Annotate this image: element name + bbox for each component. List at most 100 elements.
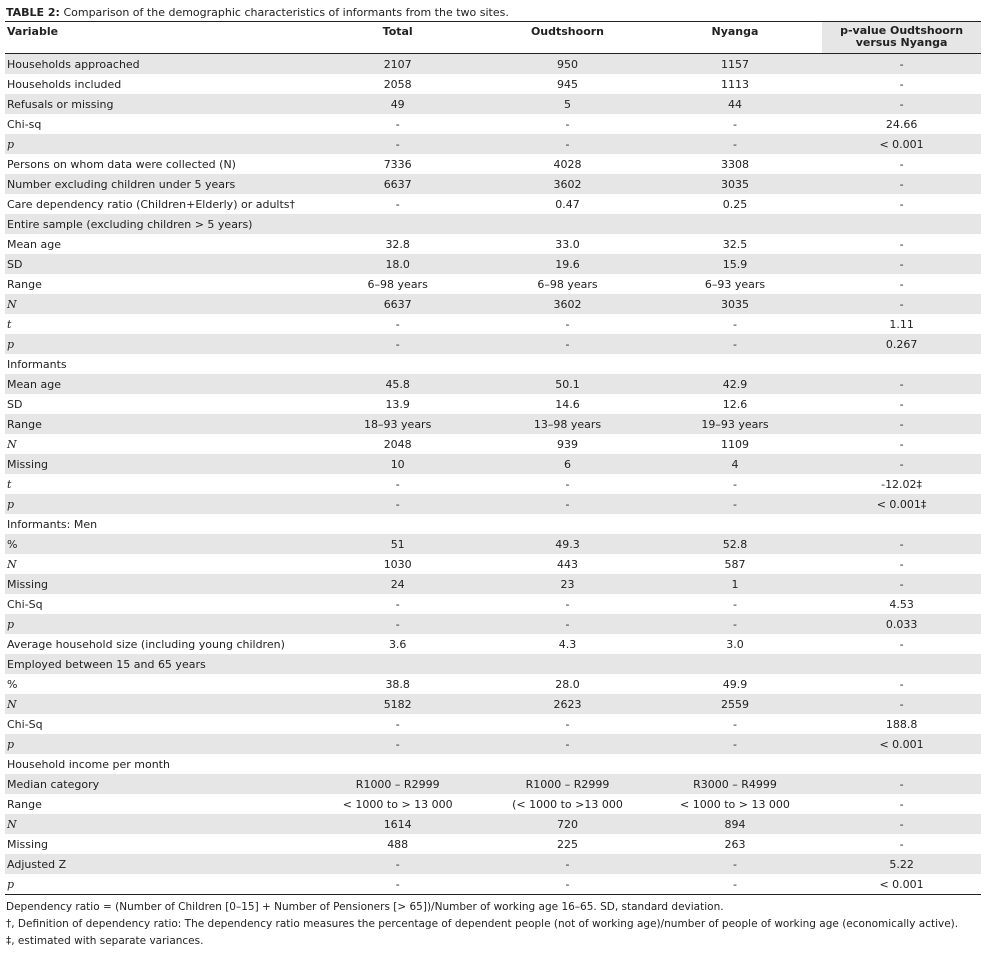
cell: 2623 — [487, 694, 648, 714]
cell: 15.9 — [647, 254, 823, 274]
cell: - — [899, 557, 904, 571]
section-label: Employed between 15 and 65 years — [5, 654, 981, 674]
cell: - — [395, 717, 400, 731]
row-label: p — [5, 494, 309, 514]
cell: - — [487, 334, 648, 354]
cell: - — [565, 117, 570, 131]
row-label: p — [5, 134, 309, 154]
table-row: N 1030 443 587 - — [5, 554, 981, 574]
table-row: Missing 10 6 4- — [5, 454, 981, 474]
row-label: % — [7, 677, 18, 691]
cell: - — [487, 854, 648, 874]
table-row: Employed between 15 and 65 years — [5, 654, 981, 674]
cell: < 0.001‡ — [822, 494, 981, 514]
cell: - — [308, 854, 488, 874]
table-row: Entire sample (excluding children > 5 ye… — [5, 214, 981, 234]
table: Variable Total Oudtshoorn Nyanga p-value Oud… — [5, 21, 981, 895]
cell: 6637 — [308, 174, 488, 194]
table-body: Households approached 2107 950 1157- Househo… — [5, 53, 981, 895]
table-row: N 1614 720 894- — [5, 814, 981, 834]
footnote: ‡, estimated with separate variances. — [6, 935, 204, 947]
cell: 720 — [487, 814, 648, 834]
section-label: Household income per month — [7, 757, 170, 771]
row-label: Average household size (including young … — [7, 637, 285, 651]
cell: 5.22 — [822, 854, 981, 874]
cell: - — [899, 797, 904, 811]
cell: (< 1000 to >13 000 — [512, 797, 623, 811]
cell: 1.11 — [889, 317, 914, 331]
cell: R1000 – R2999 — [308, 774, 488, 794]
cell: 5182 — [308, 694, 488, 714]
row-label: SD — [7, 397, 23, 411]
table-row: Range 18–93 years 13–98 years 19–93 years - — [5, 414, 981, 434]
cell: 939 — [556, 437, 578, 451]
row-label: Refusals or missing — [5, 94, 309, 114]
cell: < 0.001 — [822, 134, 981, 154]
cell: - — [899, 397, 904, 411]
cell: 3308 — [720, 157, 749, 171]
cell: - — [395, 597, 400, 611]
cell: - — [899, 237, 904, 251]
cell: - — [308, 494, 488, 514]
row-label: Chi-sq — [7, 117, 42, 131]
table-row: p - - -0.033 — [5, 614, 981, 634]
cell: 24 — [308, 574, 488, 594]
cell: 50.1 — [487, 374, 648, 394]
cell: - — [647, 134, 823, 154]
table-row: N 6637 3602 3035- — [5, 294, 981, 314]
section-label: Entire sample (excluding children > 5 ye… — [5, 214, 981, 234]
cell: 894 — [647, 814, 823, 834]
table-row: p - - - < 0.001 — [5, 874, 981, 895]
table-row: Range < 1000 to > 13 000 (< 1000 to >13 00… — [5, 794, 981, 814]
cell: - — [822, 254, 981, 274]
row-label: N — [7, 557, 17, 571]
cell: 7336 — [383, 157, 412, 171]
cell: 3035 — [647, 174, 823, 194]
section-label: Informants — [7, 357, 67, 371]
table-row: Mean age 45.8 50.1 42.9- — [5, 374, 981, 394]
row-label: Median category — [5, 774, 309, 794]
row-label: % — [5, 534, 309, 554]
row-label: Households approached — [5, 53, 309, 74]
cell: 1109 — [720, 437, 749, 451]
title-label: TABLE 2: — [6, 6, 60, 19]
cell: - — [647, 614, 823, 634]
cell: 1157 — [647, 53, 823, 74]
cell: - — [395, 877, 400, 891]
table-row: Chi-Sq - - - 4.53 — [5, 594, 981, 614]
row-label: N — [7, 437, 17, 451]
cell: 6637 — [308, 294, 488, 314]
cell: - — [395, 197, 400, 211]
cell: 45.8 — [308, 374, 488, 394]
cell: 4 — [647, 454, 823, 474]
cell: - — [822, 94, 981, 114]
cell: 13–98 years — [487, 414, 648, 434]
cell: 4.53 — [889, 597, 914, 611]
cell: 24.66 — [885, 117, 918, 131]
cell: < 0.001 — [822, 734, 981, 754]
cell: - — [899, 77, 904, 91]
cell: - — [565, 597, 570, 611]
cell: 3602 — [487, 174, 648, 194]
cell: - — [899, 157, 904, 171]
cell: 10 — [308, 454, 488, 474]
cell: - — [822, 814, 981, 834]
cell: 19.6 — [487, 254, 648, 274]
cell: - — [308, 614, 488, 634]
row-label: N — [5, 294, 309, 314]
cell: - — [732, 317, 737, 331]
cell: 23 — [487, 574, 648, 594]
row-label: Mean age — [7, 237, 61, 251]
cell: 0.267 — [822, 334, 981, 354]
footnotes: Dependency ratio = (Number of Children [… — [5, 899, 986, 950]
table-row: Care dependency ratio (Children+Elderly)… — [5, 194, 981, 214]
cell: 19–93 years — [647, 414, 823, 434]
cell: 3.6 — [388, 637, 407, 651]
cell: - — [899, 837, 904, 851]
cell: < 1000 to > 13 000 — [679, 797, 790, 811]
cell: - — [822, 454, 981, 474]
cell: - — [647, 854, 823, 874]
cell: 3602 — [487, 294, 648, 314]
cell: 44 — [647, 94, 823, 114]
table-row: SD 13.9 14.6 12.6 - — [5, 394, 981, 414]
